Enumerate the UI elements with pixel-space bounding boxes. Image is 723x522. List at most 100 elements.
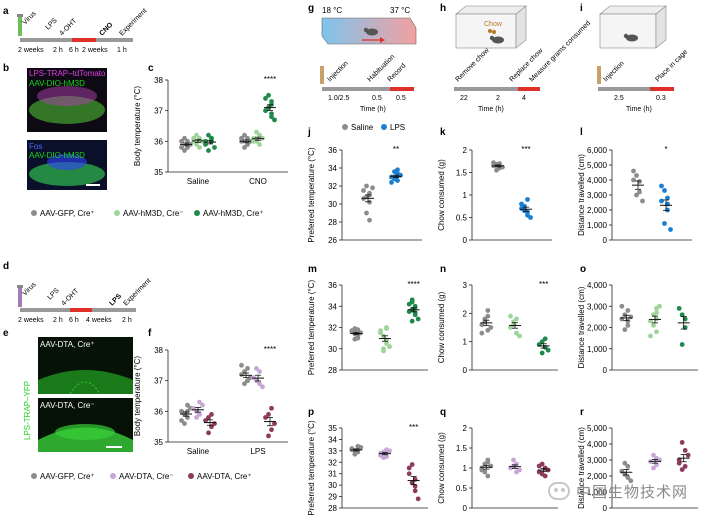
data-point: [508, 325, 513, 330]
legend-marker: [110, 473, 116, 479]
chart-f: 35 36 37 38 Body temperature (°C) Saline LPS **…: [133, 345, 288, 456]
y-tick-label: 37: [154, 377, 163, 386]
data-point: [651, 322, 656, 328]
data-point: [395, 167, 400, 173]
x-category-label: LPS: [250, 447, 265, 456]
y-tick-label: 0: [463, 236, 468, 245]
y-tick-label: 1: [463, 464, 468, 473]
data-point: [491, 160, 496, 166]
data-point: [517, 467, 522, 473]
step-place-in-cage: Place in cage: [654, 49, 689, 84]
data-point: [619, 303, 625, 309]
data-point: [378, 453, 383, 458]
data-point: [659, 198, 664, 204]
data-point: [197, 412, 202, 417]
data-point: [206, 430, 211, 436]
x-category-label: CNO: [249, 177, 267, 186]
watermark-text: 中国生物技术网: [576, 482, 689, 501]
data-point: [197, 145, 202, 150]
y-tick-label: 0: [463, 366, 468, 375]
y-axis-label: Chow consumed (g): [437, 432, 446, 504]
y-tick-label: 4,000: [587, 176, 608, 185]
data-point: [266, 92, 271, 98]
y-axis-label: Chow consumed (g): [437, 291, 446, 363]
y-tick-label: 28: [328, 218, 337, 227]
y-tick-label: 5,000: [587, 161, 608, 170]
chart-l: 0 1,000 2,000 3,000 4,000 5,000 6,000Distance …: [577, 145, 692, 245]
syringe-icon: [320, 66, 324, 84]
legend-1: AAV-GFP, Cre⁺ AAV-hM3D, Cre⁻ AAV-hM3D, C…: [31, 209, 264, 218]
y-tick-label: 30: [328, 200, 337, 209]
data-point: [662, 221, 667, 226]
y-axis-label: Body temperature (°C): [133, 86, 142, 166]
data-point: [263, 415, 268, 420]
y-tick-label: 34: [328, 302, 337, 311]
cage-icon: [599, 5, 667, 49]
xlabel: Time (h): [478, 106, 504, 113]
data-point: [272, 117, 277, 123]
y-tick-label: 2,000: [587, 206, 608, 215]
data-point: [514, 330, 519, 336]
tick-1: 1.0/2.5: [328, 95, 350, 102]
panel-letter-o: o: [580, 264, 586, 275]
data-point: [409, 462, 415, 467]
step-record: Record: [386, 62, 407, 83]
y-tick-label: 1.5: [456, 444, 468, 453]
y-tick-label: 1,000: [587, 221, 608, 230]
data-point: [381, 346, 386, 352]
data-point: [479, 330, 485, 336]
y-tick-label: 1: [463, 191, 468, 200]
data-point: [679, 467, 685, 472]
data-point: [384, 326, 389, 331]
data-point: [209, 412, 214, 417]
significance-label: ****: [407, 280, 419, 289]
e-top-label: AAV-DTA, Cre⁺: [40, 340, 95, 349]
time-5: 1 h: [117, 47, 127, 54]
data-point: [257, 381, 262, 387]
tick-2: 0.3: [656, 95, 666, 102]
data-point: [625, 322, 631, 328]
data-point: [242, 381, 247, 387]
y-tick-label: 0: [603, 366, 608, 375]
label-4oht: 4-OHT: [60, 287, 80, 307]
y-tick-label: 32: [328, 458, 337, 467]
scale-bar: [106, 446, 122, 448]
data-point: [185, 145, 190, 150]
y-tick-label: 29: [328, 493, 337, 502]
data-point: [479, 322, 485, 328]
significance-label: ***: [409, 423, 418, 432]
tick-1: 2.5: [614, 95, 624, 102]
step-replace-chow: Replace chow: [508, 47, 545, 84]
tick-3: 0.5: [396, 95, 406, 102]
data-point: [631, 177, 636, 183]
data-point: [361, 188, 366, 193]
data-point: [269, 405, 274, 411]
data-point: [203, 418, 208, 423]
data-point: [245, 378, 250, 384]
schematic-h: Chow Remove chow Replace chow Measure gr…: [454, 5, 592, 113]
significance-label: *: [664, 145, 667, 154]
b-bottom-label-1: Fos: [29, 142, 42, 151]
legend-marker: [194, 210, 200, 216]
panel-letter-b: b: [3, 63, 9, 74]
y-tick-label: 0.5: [456, 484, 468, 493]
panel-letter-h: h: [440, 3, 446, 14]
y-tick-label: 3,000: [587, 191, 608, 200]
y-tick-label: 31: [328, 470, 337, 479]
data-point: [519, 201, 524, 207]
significance-label: ***: [521, 145, 530, 154]
label-lps-second: LPS: [108, 293, 123, 308]
y-axis-label: Preferred temperature (°C): [307, 147, 316, 243]
label-lps: LPS: [44, 17, 59, 32]
panel-letter-g: g: [308, 3, 314, 14]
data-point: [409, 297, 415, 303]
panel-letter-e: e: [3, 328, 9, 339]
data-point: [239, 135, 244, 141]
panel-letter-m: m: [308, 264, 317, 275]
y-tick-label: 32: [328, 182, 337, 191]
data-point: [517, 333, 522, 339]
mouse-icon: [363, 27, 378, 36]
timeline-d: Virus LPS 4-OHT LPS Experiment 2 weeks 2…: [17, 277, 152, 324]
data-point: [257, 369, 262, 374]
